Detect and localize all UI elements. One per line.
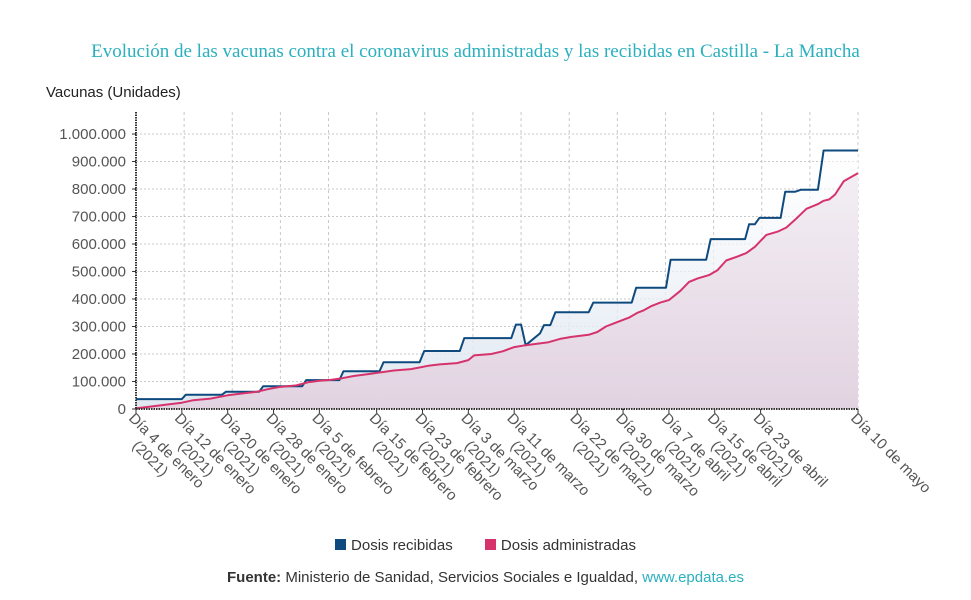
source-text: Ministerio de Sanidad, Servicios Sociale… [285,569,639,586]
y-tick-label: 700.000 [72,209,126,226]
y-tick-label: 600.000 [72,236,126,253]
y-tick-label: 100.000 [72,374,126,391]
y-tick-label: 200.000 [72,346,126,363]
x-tick-labels: Día 4 de enero(2021) Día 12 de enero(2021… [125,409,934,504]
source-footer: Fuente: Ministerio de Sanidad, Servicios… [0,569,971,586]
legend-swatch-recibidas [335,539,347,550]
chart-svg: 0 100.000 200.000 300.000 400.000 500.000 600.… [59,112,934,504]
legend-item-administradas[interactable]: Dosis administradas [484,537,636,554]
source-link[interactable]: www.epdata.es [642,569,744,586]
y-tick-label: 900.000 [72,154,126,171]
legend-swatch-administradas [484,539,496,550]
y-tick-label: 400.000 [72,291,126,308]
x-tick-label-line: Día 10 de mayo [847,410,934,497]
y-axis-label: Vacunas (Unidades) [46,84,181,101]
axes [135,112,858,410]
x-tick-label: Día 10 de mayo [847,410,934,497]
line-recibidas [136,149,858,401]
legend-label: Dosis recibidas [351,537,453,554]
y-tick-label: 800.000 [72,181,126,198]
series-lines [135,149,859,410]
chart-title: Evolución de las vacunas contra el coron… [91,41,860,62]
y-tick-labels: 0 100.000 200.000 300.000 400.000 500.000 600.… [59,126,136,418]
y-tick-label: 500.000 [72,264,126,281]
legend: Dosis recibidas Dosis administradas [0,537,971,554]
legend-item-recibidas[interactable]: Dosis recibidas [335,537,453,554]
line-administradas [135,172,859,410]
y-tick-label: 300.000 [72,319,126,336]
area-administradas [136,173,858,409]
source-label: Fuente: [227,569,282,586]
y-tick-label: 0 [118,401,126,418]
series-areas [136,150,858,409]
legend-label: Dosis administradas [500,537,636,554]
y-tick-label: 1.000.000 [59,126,126,143]
